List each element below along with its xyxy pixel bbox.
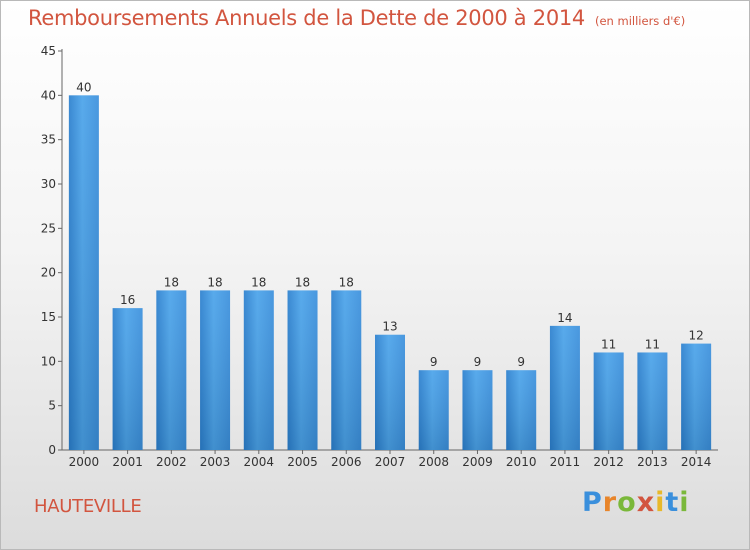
place-name: HAUTEVILLE [34, 496, 142, 517]
bar-shade [418, 370, 449, 450]
bar-value-label: 18 [339, 275, 354, 289]
logo-letter: r [602, 487, 618, 518]
x-tick-label: 2003 [200, 455, 231, 469]
y-tick-label: 45 [41, 44, 56, 58]
bar-shade [462, 370, 493, 450]
y-tick-label: 20 [41, 266, 56, 280]
logo-letter: x [636, 487, 656, 518]
x-tick-label: 2004 [244, 455, 275, 469]
bar-shade [112, 308, 143, 450]
bar-value-label: 14 [557, 311, 572, 325]
y-tick-label: 40 [41, 88, 56, 102]
x-tick-label: 2008 [418, 455, 449, 469]
bar-shade [331, 290, 362, 450]
bar-shade [506, 370, 537, 450]
bar-value-label: 11 [601, 337, 616, 351]
bar-value-label: 12 [688, 329, 703, 343]
logo-letter: i [679, 487, 690, 518]
bar-shade [681, 343, 712, 450]
chart-title: Remboursements Annuels de la Dette de 20… [28, 6, 685, 30]
bar-value-label: 16 [120, 293, 135, 307]
bar-shade [287, 290, 318, 450]
bar-value-label: 40 [76, 80, 91, 94]
bar-shade [200, 290, 231, 450]
bar-value-label: 9 [474, 355, 482, 369]
y-tick-label: 0 [48, 443, 56, 457]
x-tick-label: 2005 [287, 455, 318, 469]
y-tick-label: 35 [41, 133, 56, 147]
x-tick-label: 2007 [375, 455, 406, 469]
bar-shade [375, 334, 405, 450]
y-tick-label: 25 [41, 221, 56, 235]
x-tick-label: 2009 [462, 455, 493, 469]
proxiti-logo: Proxiti [582, 487, 690, 518]
x-tick-label: 2006 [331, 455, 362, 469]
logo-letter: o [617, 487, 637, 518]
x-tick-label: 2010 [506, 455, 537, 469]
bar-shade [549, 325, 580, 450]
bar-shade [243, 290, 274, 450]
bar-value-label: 9 [517, 355, 525, 369]
bar-value-label: 9 [430, 355, 438, 369]
x-tick-label: 2002 [156, 455, 187, 469]
logo-letter: i [655, 487, 666, 518]
y-tick-label: 5 [48, 399, 56, 413]
chart-title-unit: (en milliers d'€) [595, 14, 686, 28]
bar-value-label: 13 [382, 320, 397, 334]
bar-shade [593, 352, 624, 450]
x-tick-label: 2012 [593, 455, 624, 469]
x-tick-label: 2014 [681, 455, 712, 469]
bar-value-label: 18 [164, 275, 179, 289]
y-tick-label: 30 [41, 177, 56, 191]
x-tick-label: 2001 [112, 455, 143, 469]
bar-shade [156, 290, 187, 450]
bar-value-label: 18 [295, 275, 310, 289]
y-tick-label: 10 [41, 354, 56, 368]
y-tick-label: 15 [41, 310, 56, 324]
logo-letter: P [582, 487, 603, 518]
chart-title-text: Remboursements Annuels de la Dette de 20… [28, 6, 585, 30]
x-tick-label: 2013 [637, 455, 668, 469]
x-tick-label: 2011 [550, 455, 581, 469]
bar-value-label: 11 [645, 337, 660, 351]
bar-shade [637, 352, 668, 450]
bar-shade [68, 95, 99, 450]
logo-letter: t [665, 487, 680, 518]
x-tick-label: 2000 [69, 455, 100, 469]
bar-value-label: 18 [251, 275, 266, 289]
bar-value-label: 18 [207, 275, 222, 289]
